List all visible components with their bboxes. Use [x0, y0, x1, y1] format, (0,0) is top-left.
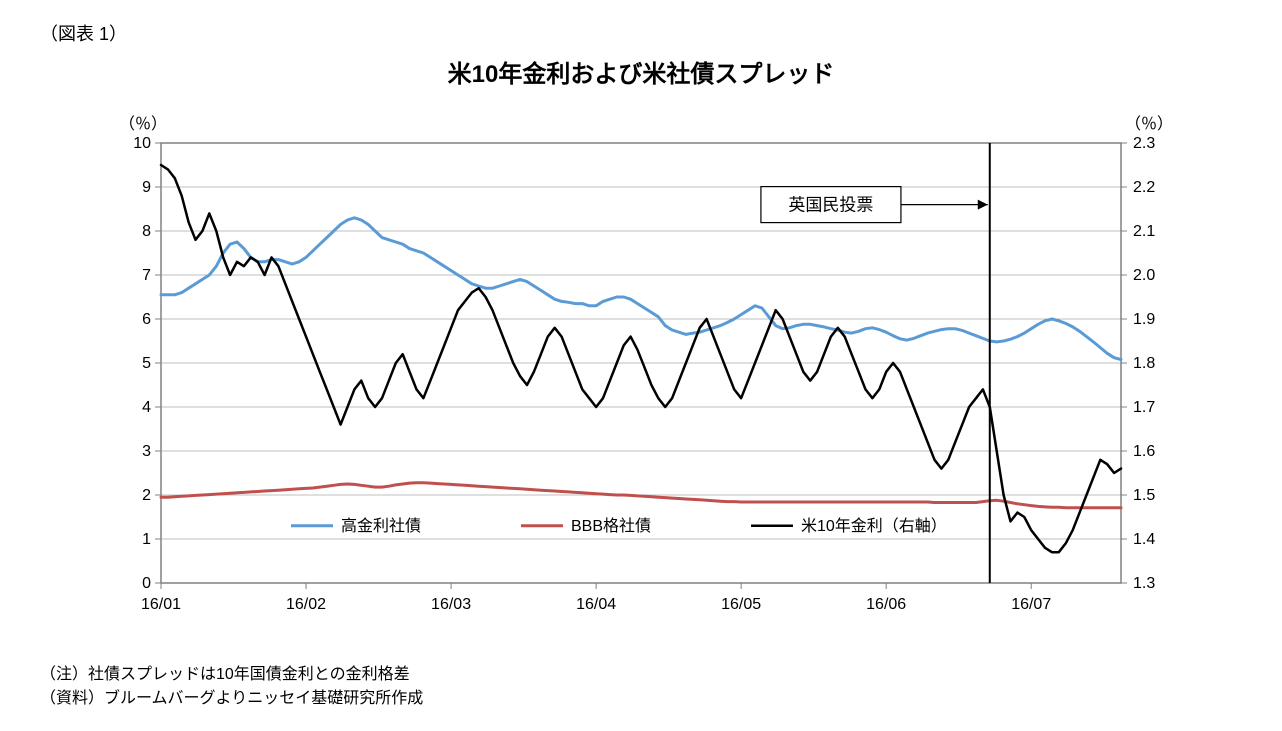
figure-label: （図表 1）: [40, 20, 1242, 46]
svg-text:1.7: 1.7: [1133, 399, 1155, 416]
svg-text:16/02: 16/02: [286, 596, 326, 613]
svg-text:（％）: （％）: [119, 115, 167, 133]
svg-text:16/07: 16/07: [1011, 596, 1051, 613]
chart-container: 米10年金利および米社債スプレッド 0 1 2 3 4 5 6 7 8 9 10 1.3 1.4 1.5 1…: [91, 54, 1191, 653]
source-line: （資料）ブルームバーグよりニッセイ基礎研究所作成: [40, 687, 1242, 711]
svg-text:1.5: 1.5: [1133, 487, 1155, 504]
svg-text:3: 3: [142, 443, 151, 460]
svg-text:5: 5: [142, 355, 151, 372]
svg-text:10: 10: [133, 135, 151, 152]
svg-text:6: 6: [142, 311, 151, 328]
svg-text:高金利社債: 高金利社債: [341, 517, 421, 535]
svg-text:0: 0: [142, 575, 151, 592]
svg-text:16/03: 16/03: [431, 596, 471, 613]
svg-text:1.8: 1.8: [1133, 355, 1155, 372]
svg-text:1: 1: [142, 531, 151, 548]
svg-text:2: 2: [142, 487, 151, 504]
svg-text:米10年金利（右軸）: 米10年金利（右軸）: [801, 517, 947, 535]
chart-title: 米10年金利および米社債スプレッド: [91, 54, 1191, 89]
svg-text:（％）: （％）: [1125, 115, 1173, 133]
svg-text:16/06: 16/06: [866, 596, 906, 613]
svg-text:1.9: 1.9: [1133, 311, 1155, 328]
footnotes: （注）社債スプレッドは10年国債金利との金利格差 （資料）ブルームバーグよりニッ…: [40, 663, 1242, 711]
svg-text:1.6: 1.6: [1133, 443, 1155, 460]
svg-text:8: 8: [142, 223, 151, 240]
svg-text:1.4: 1.4: [1133, 531, 1155, 548]
svg-text:1.3: 1.3: [1133, 575, 1155, 592]
svg-text:9: 9: [142, 179, 151, 196]
svg-text:7: 7: [142, 267, 151, 284]
svg-text:BBB格社債: BBB格社債: [571, 517, 651, 535]
svg-text:2.1: 2.1: [1133, 223, 1155, 240]
note-line: （注）社債スプレッドは10年国債金利との金利格差: [40, 663, 1242, 687]
svg-text:2.2: 2.2: [1133, 179, 1155, 196]
line-chart: 0 1 2 3 4 5 6 7 8 9 10 1.3 1.4 1.5 1.6 1.7 1.8 1.9 2.0 2.1 2…: [91, 93, 1191, 653]
svg-text:4: 4: [142, 399, 151, 416]
svg-text:16/05: 16/05: [721, 596, 761, 613]
svg-text:2.0: 2.0: [1133, 267, 1155, 284]
svg-text:16/01: 16/01: [141, 596, 181, 613]
svg-text:16/04: 16/04: [576, 596, 616, 613]
svg-text:2.3: 2.3: [1133, 135, 1155, 152]
svg-text:英国民投票: 英国民投票: [788, 196, 873, 215]
